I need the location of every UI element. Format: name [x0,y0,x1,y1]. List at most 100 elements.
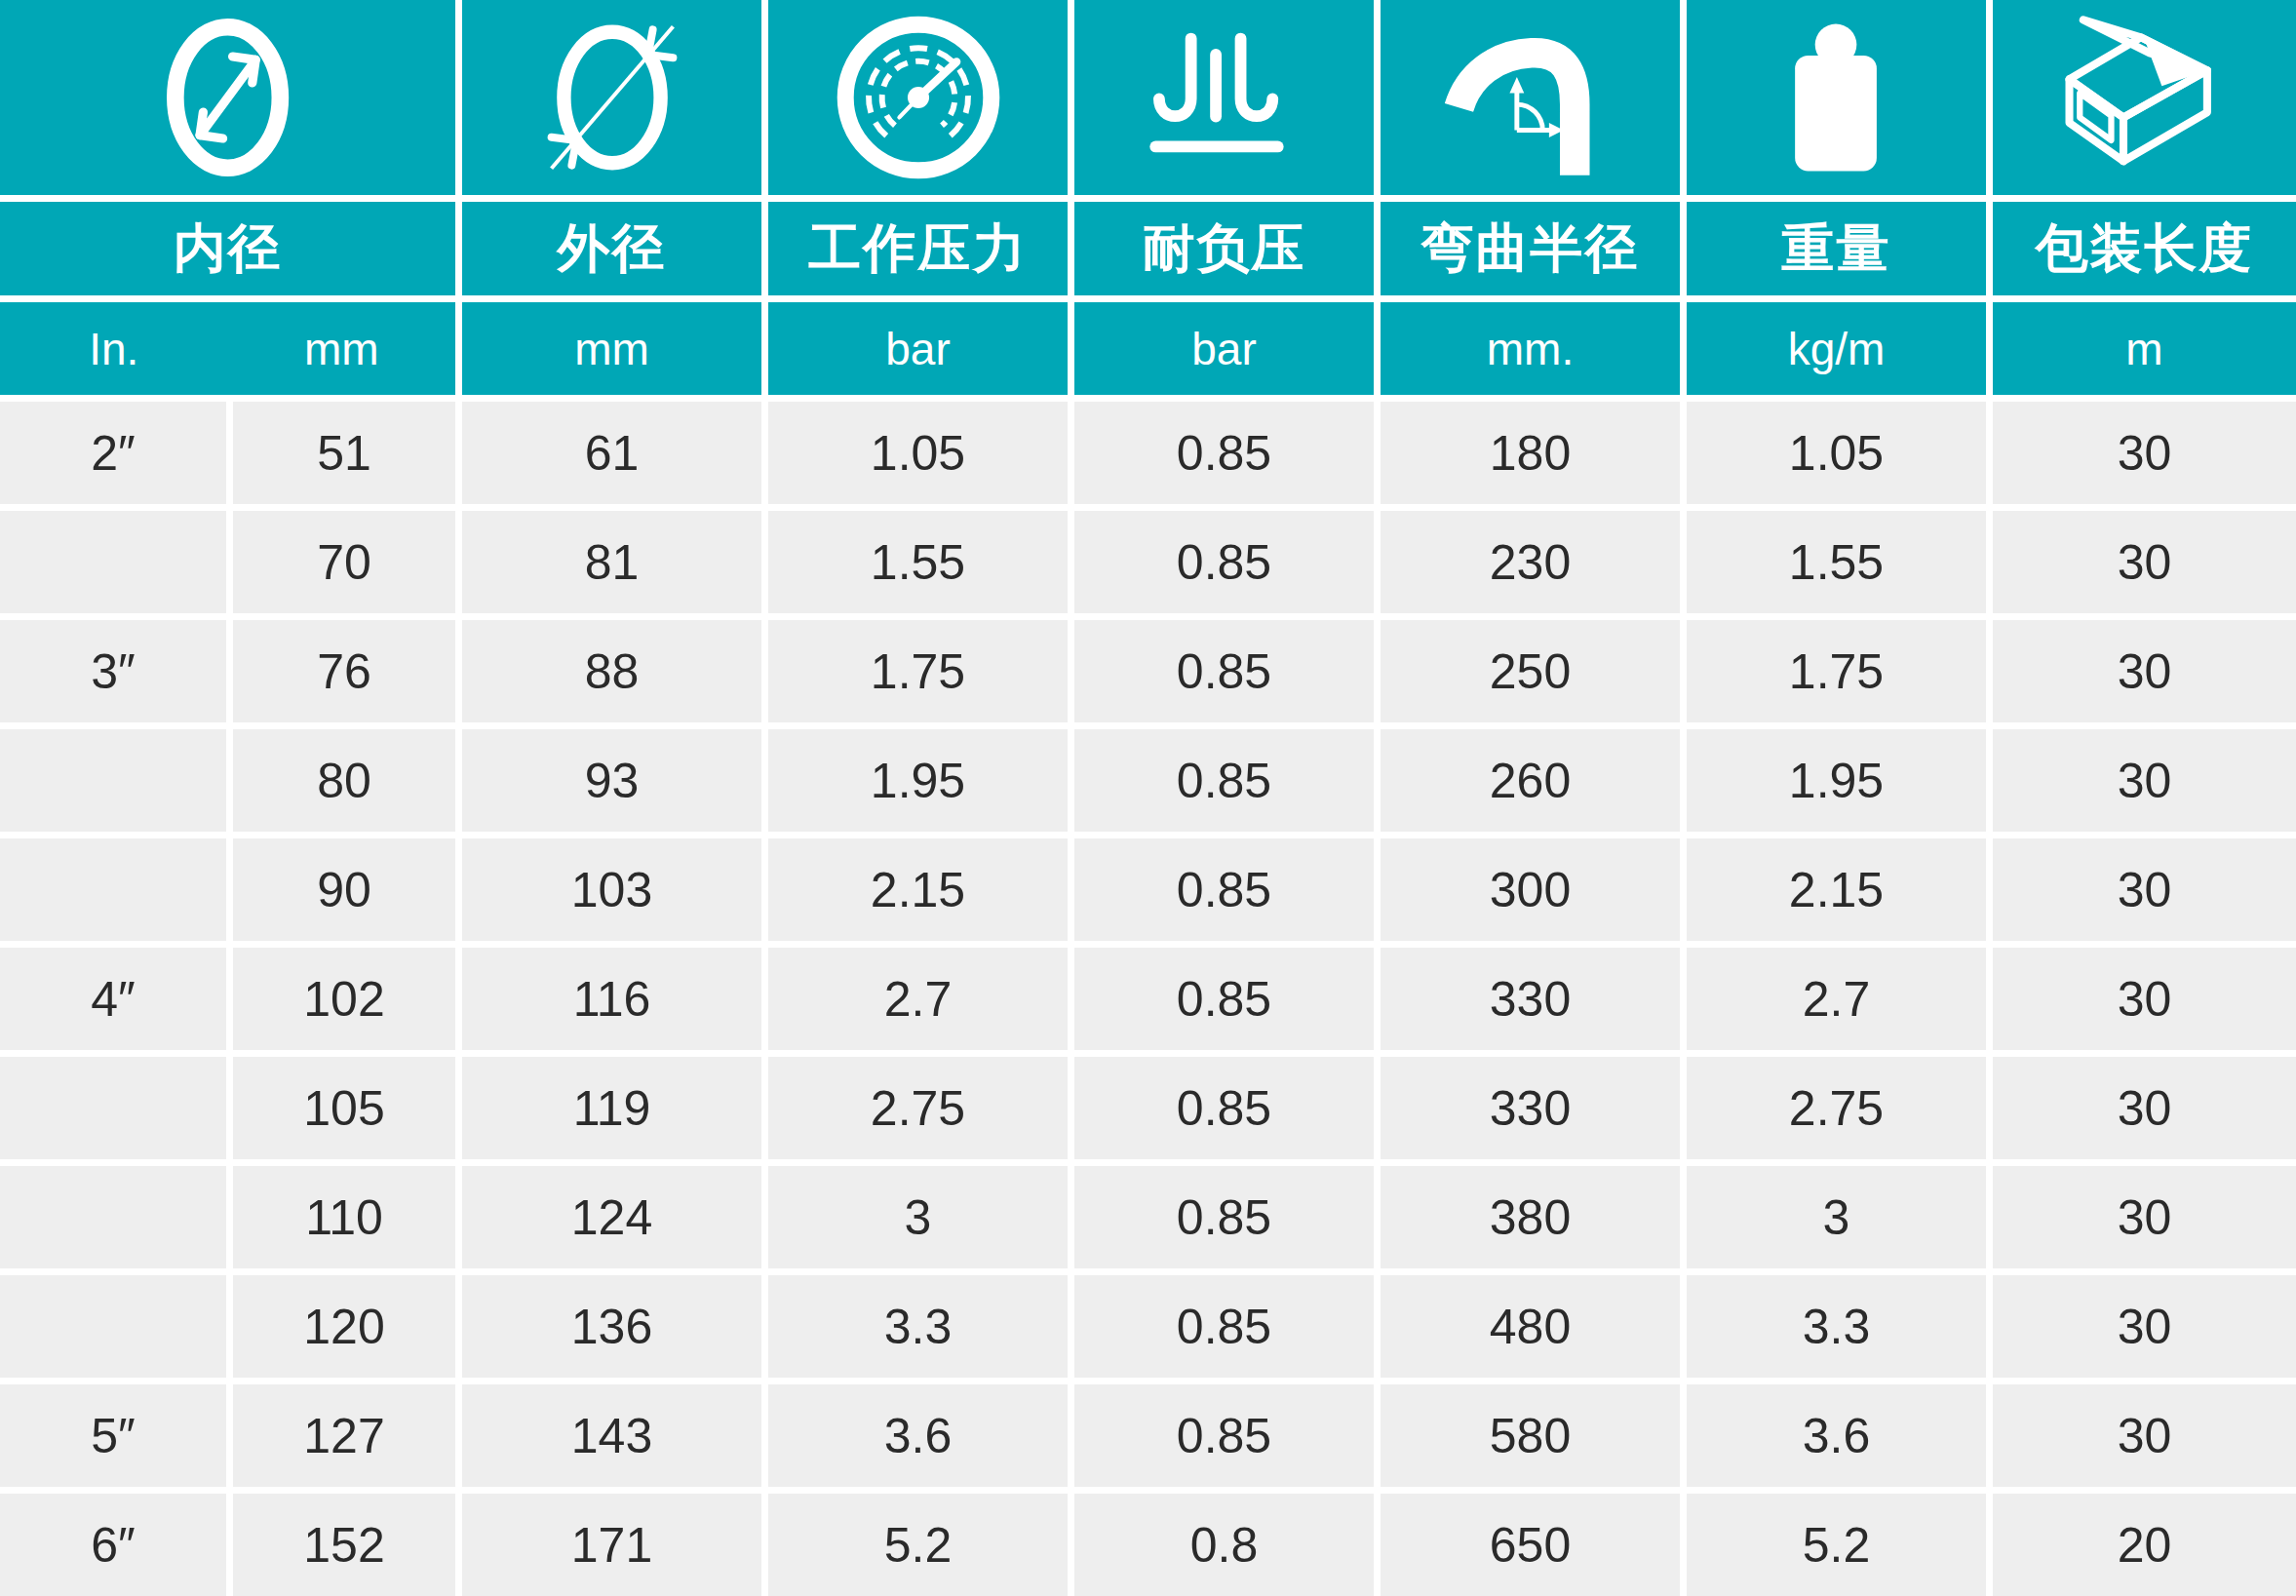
unit-inch: In. [0,302,228,395]
value-cell: 1.75 [1687,620,1986,722]
value-cell: 3 [768,1166,1068,1268]
value-cell: 1.95 [1687,729,1986,832]
value-cell: 51 [233,402,455,504]
value-cell: 119 [462,1057,761,1159]
column-label-outer-diameter: 外径 [462,202,761,295]
unit-cell-inner-diameter: In. mm [0,302,455,395]
value-cell: 3.6 [768,1384,1068,1487]
column-label-package-length: 包装长度 [1993,202,2296,295]
value-cell: 0.85 [1074,1166,1374,1268]
value-cell: 81 [462,511,761,613]
value-cell: 480 [1381,1275,1680,1378]
value-cell: 2.75 [1687,1057,1986,1159]
value-cell: 300 [1381,838,1680,941]
value-cell: 1.55 [768,511,1068,613]
value-cell: 90 [233,838,455,941]
value-cell: 1.55 [1687,511,1986,613]
value-cell: 30 [1993,1166,2296,1268]
column-label-text: 弯曲半径 [1421,214,1640,285]
header-icon-cell-outer-diameter [462,0,761,195]
value-cell: 0.85 [1074,729,1374,832]
value-cell: 20 [1993,1494,2296,1596]
value-cell: 0.8 [1074,1494,1374,1596]
value-cell: 0.85 [1074,402,1374,504]
value-cell: 0.85 [1074,511,1374,613]
value-cell: 330 [1381,948,1680,1050]
inch-size-cell: 2″ [0,402,226,504]
value-cell: 1.05 [768,402,1068,504]
inner-diameter-icon [154,16,301,179]
column-label-text: 工作压力 [809,214,1028,285]
value-cell: 1.05 [1687,402,1986,504]
value-cell: 152 [233,1494,455,1596]
value-cell: 2.75 [768,1057,1068,1159]
value-cell: 88 [462,620,761,722]
pressure-gauge-icon [836,15,1001,180]
value-cell: 143 [462,1384,761,1487]
column-label-vacuum: 耐负压 [1074,202,1374,295]
unit-cell-working-pressure: bar [768,302,1068,395]
value-cell: 0.85 [1074,620,1374,722]
value-cell: 0.85 [1074,1275,1374,1378]
value-cell: 124 [462,1166,761,1268]
header-icon-cell-bend-radius [1381,0,1680,195]
value-cell: 93 [462,729,761,832]
value-cell: 1.95 [768,729,1068,832]
value-cell: 180 [1381,402,1680,504]
value-cell: 230 [1381,511,1680,613]
value-cell: 30 [1993,729,2296,832]
value-cell: 650 [1381,1494,1680,1596]
unit-cell-vacuum: bar [1074,302,1374,395]
unit-cell-outer-diameter: mm [462,302,761,395]
column-label-bend-radius: 弯曲半径 [1381,202,1680,295]
column-label-text: 内径 [174,214,283,285]
column-label-text: 外径 [558,214,667,285]
value-cell: 110 [233,1166,455,1268]
value-cell: 3 [1687,1166,1986,1268]
column-label-working-pressure: 工作压力 [768,202,1068,295]
value-cell: 30 [1993,1384,2296,1487]
value-cell: 30 [1993,948,2296,1050]
inch-size-cell [0,729,226,832]
column-label-text: 耐负压 [1143,214,1306,285]
value-cell: 0.85 [1074,948,1374,1050]
weight-icon [1759,19,1913,176]
value-cell: 3.3 [768,1275,1068,1378]
value-cell: 171 [462,1494,761,1596]
value-cell: 2.15 [768,838,1068,941]
value-cell: 5.2 [768,1494,1068,1596]
unit-cell-package-length: m [1993,302,2296,395]
value-cell: 116 [462,948,761,1050]
column-label-text: 重量 [1782,214,1891,285]
unit-cell-weight: kg/m [1687,302,1986,395]
value-cell: 120 [233,1275,455,1378]
value-cell: 3.3 [1687,1275,1986,1378]
value-cell: 330 [1381,1057,1680,1159]
value-cell: 0.85 [1074,838,1374,941]
value-cell: 76 [233,620,455,722]
inch-size-cell: 5″ [0,1384,226,1487]
inch-size-cell [0,838,226,941]
value-cell: 2.7 [1687,948,1986,1050]
value-cell: 61 [462,402,761,504]
header-icon-cell-working-pressure [768,0,1068,195]
value-cell: 260 [1381,729,1680,832]
value-cell: 380 [1381,1166,1680,1268]
unit-cell-bend-radius: mm. [1381,302,1680,395]
value-cell: 580 [1381,1384,1680,1487]
inch-size-cell [0,1275,226,1378]
value-cell: 0.85 [1074,1384,1374,1487]
value-cell: 127 [233,1384,455,1487]
value-cell: 30 [1993,838,2296,941]
value-cell: 2.15 [1687,838,1986,941]
value-cell: 102 [233,948,455,1050]
inch-size-cell: 4″ [0,948,226,1050]
inch-size-cell [0,1166,226,1268]
value-cell: 30 [1993,402,2296,504]
value-cell: 3.6 [1687,1384,1986,1487]
value-cell: 250 [1381,620,1680,722]
value-cell: 80 [233,729,455,832]
value-cell: 103 [462,838,761,941]
header-icon-cell-inner-diameter [0,0,455,195]
value-cell: 30 [1993,1057,2296,1159]
